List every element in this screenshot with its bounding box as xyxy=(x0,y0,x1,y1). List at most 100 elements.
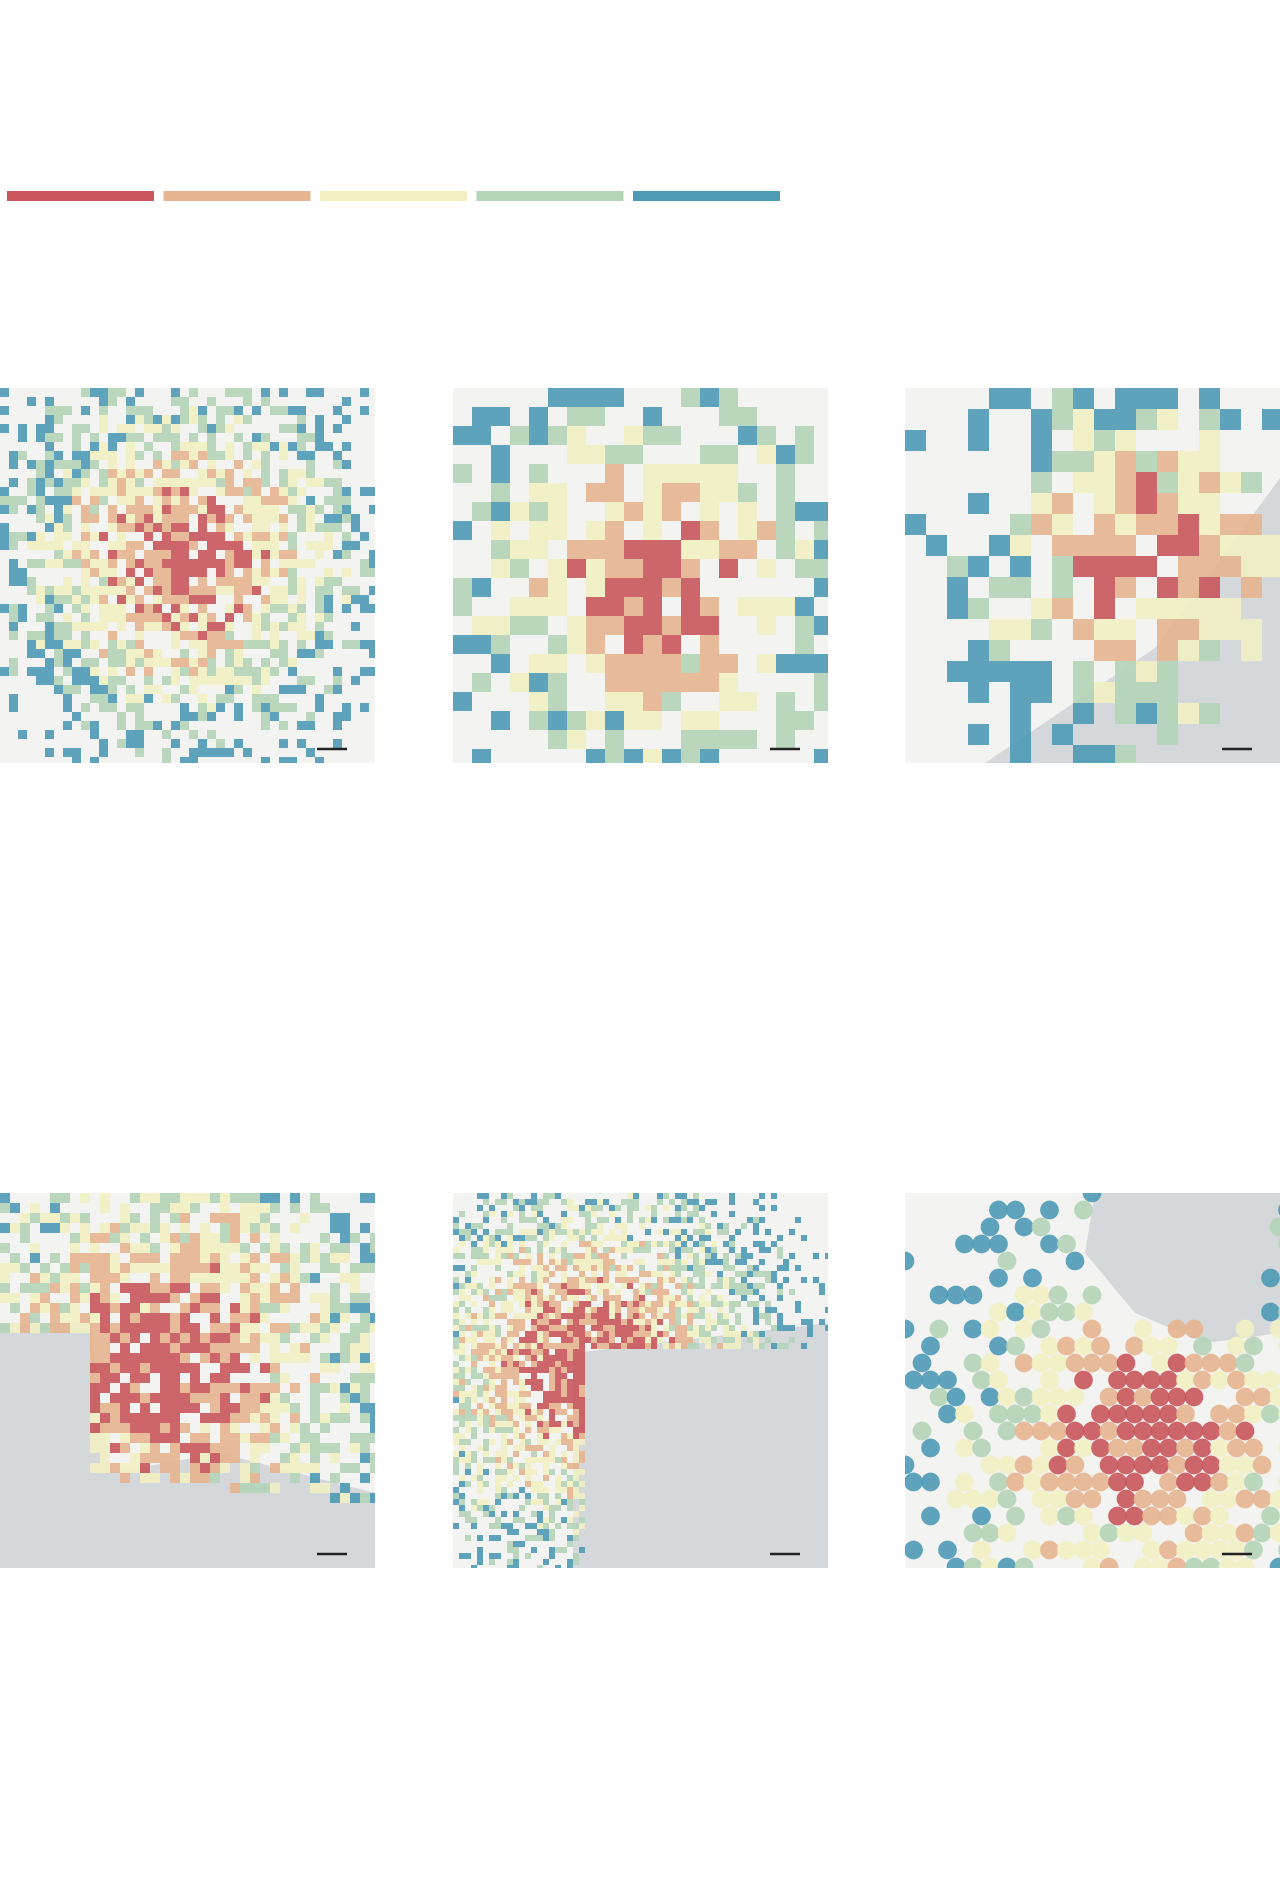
map-cell xyxy=(342,586,351,595)
map-cell xyxy=(162,748,171,757)
map-cell xyxy=(135,748,144,757)
map-cell xyxy=(543,1223,549,1229)
map-cell xyxy=(513,1529,519,1535)
map-cell xyxy=(537,1325,543,1331)
map-cell xyxy=(561,1217,567,1223)
map-cell xyxy=(549,1361,555,1367)
map-cell xyxy=(483,1343,489,1349)
map-cell xyxy=(189,433,198,442)
map-cell xyxy=(519,1211,525,1217)
map-cell xyxy=(555,1505,561,1511)
map-cell xyxy=(63,577,72,586)
map-cell xyxy=(513,1289,519,1295)
map-cell xyxy=(573,1463,579,1469)
map-cell xyxy=(615,1271,621,1277)
map-cell xyxy=(150,1273,160,1283)
map-cell xyxy=(471,1361,477,1367)
map-cell xyxy=(378,514,387,523)
map-cell xyxy=(153,685,162,694)
map-cell xyxy=(1244,1575,1263,1594)
map-cell xyxy=(921,1438,940,1458)
map-cell xyxy=(90,676,99,685)
map-cell xyxy=(555,1229,561,1235)
map-cell xyxy=(519,1217,525,1223)
map-cell xyxy=(700,388,719,407)
map-cell xyxy=(723,1313,729,1319)
map-cell xyxy=(300,1343,310,1353)
map-cell xyxy=(80,1283,90,1293)
map-cell xyxy=(130,1423,140,1433)
map-cell xyxy=(207,676,216,685)
map-cell xyxy=(170,1193,180,1203)
map-cell xyxy=(252,631,261,640)
map-cell xyxy=(980,1489,1000,1509)
map-cell xyxy=(50,1323,60,1333)
map-cell xyxy=(189,460,198,469)
map-cell xyxy=(126,550,135,559)
map-cell xyxy=(126,451,135,460)
map-cell xyxy=(99,739,108,748)
map-cell xyxy=(324,541,333,550)
map-cell xyxy=(18,613,27,622)
map-cell xyxy=(81,631,90,640)
map-cell xyxy=(315,388,324,397)
map-cell xyxy=(639,1247,645,1253)
map-cell xyxy=(225,577,234,586)
map-cell xyxy=(279,406,288,415)
map-cell xyxy=(573,1403,579,1409)
map-cell xyxy=(150,1343,160,1353)
map-cell xyxy=(216,622,225,631)
map-cell xyxy=(609,1235,615,1241)
map-cell xyxy=(624,768,643,787)
map-cell xyxy=(1040,1234,1059,1254)
map-cell xyxy=(10,1223,20,1233)
map-cell xyxy=(360,1443,370,1453)
map-cell xyxy=(279,640,288,649)
map-cell xyxy=(220,1443,230,1453)
map-cell xyxy=(669,1265,675,1271)
map-cell xyxy=(548,673,567,692)
map-cell xyxy=(117,595,126,604)
map-cell xyxy=(561,1499,567,1505)
map-cell xyxy=(1031,493,1052,514)
map-cell xyxy=(705,1343,711,1349)
map-cell xyxy=(1094,619,1115,640)
map-cell xyxy=(555,1349,561,1355)
map-cell xyxy=(306,748,315,757)
map-cell xyxy=(771,1307,777,1313)
map-cell xyxy=(108,451,117,460)
map-cell xyxy=(519,1301,525,1307)
map-cell xyxy=(777,1283,783,1289)
map-cell xyxy=(54,415,63,424)
map-cell xyxy=(225,748,234,757)
map-cell xyxy=(90,595,99,604)
map-cell xyxy=(921,1370,940,1390)
map-cell xyxy=(261,694,270,703)
map-cell xyxy=(126,505,135,514)
map-cell xyxy=(220,1343,230,1353)
map-cell xyxy=(549,1571,555,1577)
map-cell xyxy=(537,1385,543,1391)
map-cell xyxy=(288,667,297,676)
map-cell xyxy=(586,445,605,464)
map-cell xyxy=(120,1203,130,1213)
map-cell xyxy=(130,1463,140,1473)
map-cell xyxy=(459,1511,465,1517)
map-cell xyxy=(160,1223,170,1233)
map-cell xyxy=(567,1331,573,1337)
map-cell xyxy=(579,1211,585,1217)
map-cell xyxy=(1176,1472,1195,1492)
map-cell xyxy=(537,1565,543,1568)
map-cell xyxy=(586,635,605,654)
map-cell xyxy=(651,1283,657,1289)
map-cell xyxy=(465,1277,471,1283)
map-cell xyxy=(1031,472,1052,493)
map-cell xyxy=(270,1463,280,1473)
map-cell xyxy=(320,1263,330,1273)
map-cell xyxy=(70,1303,80,1313)
map-cell xyxy=(333,667,342,676)
map-cell xyxy=(270,1203,280,1213)
map-cell xyxy=(795,426,814,445)
map-cell xyxy=(537,1517,543,1523)
map-cell xyxy=(315,478,324,487)
